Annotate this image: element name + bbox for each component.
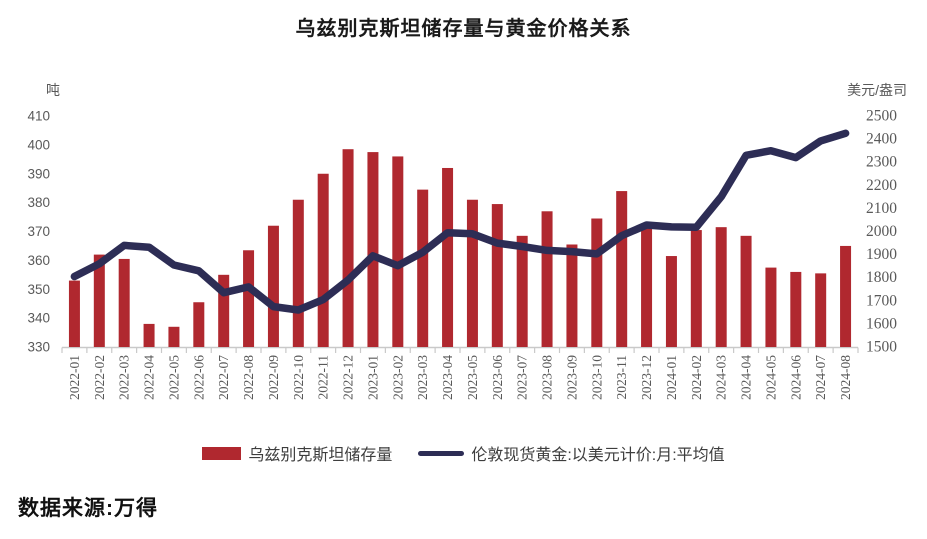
- x-axis-label-2023-11: 2023-11: [614, 355, 629, 400]
- x-axis-label-2024-08: 2024-08: [838, 355, 853, 400]
- gold-price-line: [70, 129, 850, 314]
- right-axis-tick-label: 1500: [866, 339, 897, 356]
- x-axis-label-2024-02: 2024-02: [689, 355, 704, 400]
- x-axis-label-2023-08: 2023-08: [540, 355, 555, 400]
- x-axis-label-2023-09: 2023-09: [564, 355, 579, 400]
- reserve-bar-2023-06: [491, 204, 503, 347]
- x-axis-label-2022-02: 2022-02: [92, 355, 107, 400]
- x-axis-label-2022-10: 2022-10: [291, 355, 306, 400]
- reserve-bar-2024-07: [815, 273, 827, 347]
- reserve-bar-2024-01: [665, 256, 677, 347]
- x-axis-label-2022-12: 2022-12: [341, 355, 356, 400]
- x-axis-label-2023-07: 2023-07: [515, 355, 530, 400]
- right-axis-unit: 美元/盎司: [847, 82, 907, 98]
- right-axis-tick-label: 2500: [866, 108, 897, 125]
- legend: 乌兹别克斯坦储存量 伦敦现货黄金:以美元计价:月:平均值: [0, 441, 927, 465]
- x-axis-label-2024-05: 2024-05: [763, 355, 778, 400]
- left-axis-tick-label: 390: [27, 166, 50, 181]
- reserve-bar-2022-08: [243, 250, 255, 347]
- x-axis-label-2022-05: 2022-05: [166, 355, 181, 400]
- legend-label-gold-price: 伦敦现货黄金:以美元计价:月:平均值: [471, 447, 725, 464]
- reserve-bar-2023-02: [392, 156, 404, 347]
- reserve-bar-2023-04: [442, 167, 454, 347]
- x-axis-label-2024-07: 2024-07: [813, 355, 828, 400]
- x-axis-label-2023-04: 2023-04: [440, 355, 455, 400]
- right-axis-tick-label: 1600: [866, 315, 897, 332]
- x-axis-label-2023-12: 2023-12: [639, 355, 654, 400]
- x-axis-label-2022-08: 2022-08: [241, 355, 256, 400]
- left-axis-tick-label: 400: [27, 137, 50, 152]
- reserve-bar-2022-03: [118, 258, 130, 347]
- x-axis-label-2022-09: 2022-09: [266, 355, 281, 400]
- right-axis-tick-label: 2000: [866, 223, 897, 240]
- left-axis-tick-label: 360: [27, 253, 50, 268]
- reserve-bar-2022-07: [218, 274, 230, 347]
- reserve-bar-2024-03: [715, 227, 727, 347]
- legend-item-gold-price: 伦敦现货黄金:以美元计价:月:平均值: [418, 441, 725, 465]
- x-axis-label-2023-10: 2023-10: [589, 355, 604, 400]
- chart-title: 乌兹别克斯坦储存量与黄金价格关系: [295, 18, 632, 40]
- reserve-bar-2024-08: [840, 245, 852, 347]
- x-axis-label-2023-03: 2023-03: [415, 355, 430, 400]
- reserve-bar-2024-06: [790, 271, 802, 347]
- x-axis-label-2022-06: 2022-06: [191, 355, 206, 400]
- reserve-bar-2022-11: [317, 173, 329, 347]
- left-axis-tick-label: 370: [27, 224, 50, 239]
- right-axis-tick-label: 2200: [866, 177, 897, 194]
- x-axis-label-2024-01: 2024-01: [664, 355, 679, 400]
- reserve-bar-2022-06: [193, 302, 205, 347]
- x-axis-label-2022-07: 2022-07: [216, 355, 231, 400]
- data-source: 数据来源:万得: [18, 497, 158, 520]
- right-axis-tick-label: 1900: [866, 246, 897, 263]
- reserve-bar-2022-10: [292, 199, 304, 347]
- reserve-bar-2023-07: [516, 235, 528, 347]
- reserve-bar-2022-12: [342, 149, 354, 347]
- right-axis-tick-label: 2400: [866, 131, 897, 148]
- reserve-bar-2023-01: [367, 152, 379, 347]
- x-axis-label-2023-02: 2023-02: [390, 355, 405, 400]
- legend-item-reserves: 乌兹别克斯坦储存量: [202, 441, 392, 465]
- x-axis-label-2023-05: 2023-05: [465, 355, 480, 400]
- reserve-bar-2023-11: [616, 191, 628, 347]
- x-axis-label-2024-06: 2024-06: [788, 355, 803, 400]
- x-axis-label-2022-03: 2022-03: [117, 355, 132, 400]
- reserve-bar-2023-05: [466, 199, 478, 347]
- x-axis-label-2024-04: 2024-04: [739, 355, 754, 400]
- x-axis-label-2022-01: 2022-01: [67, 355, 82, 400]
- right-axis-tick-label: 2100: [866, 200, 897, 217]
- reserve-bar-2023-03: [417, 189, 429, 347]
- reserve-bar-2023-08: [541, 211, 553, 347]
- reserve-bar-2022-04: [143, 323, 155, 347]
- reserve-bar-2022-05: [168, 326, 180, 347]
- left-axis-tick-label: 350: [27, 282, 50, 297]
- reserve-bar-2022-02: [93, 254, 105, 347]
- left-axis-unit: 吨: [46, 82, 60, 98]
- left-axis-tick-label: 380: [27, 195, 50, 210]
- right-axis-tick-label: 1700: [866, 292, 897, 309]
- reserve-bar-2022-01: [68, 280, 80, 347]
- legend-label-reserves: 乌兹别克斯坦储存量: [248, 447, 393, 464]
- x-axis-label-2023-01: 2023-01: [365, 355, 380, 400]
- combo-chart-plot-area: 410 400 390 380 370 360 350 340 330 2500 2400 2300 2…: [27, 108, 897, 401]
- legend-line-swatch: [418, 450, 465, 456]
- reserve-bar-2024-05: [765, 267, 777, 347]
- right-axis-tick-label: 1800: [866, 269, 897, 286]
- x-axis-label-2024-03: 2024-03: [714, 355, 729, 400]
- right-axis-tick-label: 2300: [866, 154, 897, 171]
- x-axis-label-2022-04: 2022-04: [142, 355, 157, 400]
- reserve-bar-2023-12: [641, 227, 653, 347]
- reserve-bar-2024-04: [740, 235, 752, 347]
- reserve-bar-2022-09: [267, 225, 279, 347]
- x-axis-label-2023-06: 2023-06: [490, 355, 505, 400]
- reserve-bar-2024-02: [690, 230, 702, 347]
- reserve-bar-2023-09: [566, 244, 578, 347]
- left-axis-tick-label: 410: [27, 109, 50, 124]
- x-axis-label-2022-11: 2022-11: [316, 355, 331, 400]
- left-axis-tick-label: 340: [27, 311, 50, 326]
- reserve-bar-2023-10: [591, 218, 603, 347]
- legend-bar-swatch: [202, 446, 242, 460]
- left-axis-tick-label: 330: [27, 340, 50, 355]
